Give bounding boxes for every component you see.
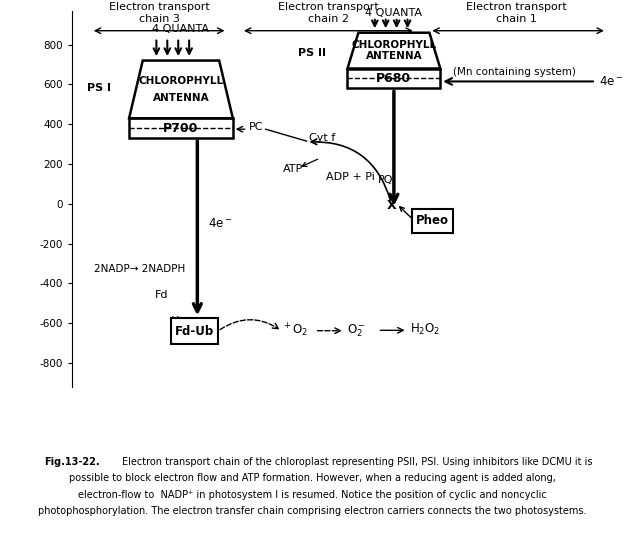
Text: ANTENNA: ANTENNA [366,51,422,61]
Text: 2NADP→ 2NADPH: 2NADP→ 2NADPH [94,265,185,274]
Text: X: X [386,199,396,212]
Text: 4e$^-$: 4e$^-$ [208,217,233,230]
Text: CHLOROPHYLL: CHLOROPHYLL [139,76,223,85]
Text: 4 QUANTA: 4 QUANTA [152,24,210,34]
Text: CHLOROPHYLL: CHLOROPHYLL [351,40,436,50]
Text: Electron transport chain of the chloroplast representing PSII, PSI. Using inhibi: Electron transport chain of the chloropl… [122,457,592,467]
Text: ADP + Pi: ADP + Pi [326,172,374,182]
Polygon shape [348,69,441,88]
Text: ANTENNA: ANTENNA [153,93,209,103]
Text: H$_2$O$_2$: H$_2$O$_2$ [411,322,441,338]
Text: O$_2^-$: O$_2^-$ [348,322,366,339]
Text: PQ: PQ [378,175,393,185]
Text: P680: P680 [376,72,411,85]
Polygon shape [129,118,233,138]
Text: possible to block electron flow and ATP formation. However, when a reducing agen: possible to block electron flow and ATP … [69,473,555,483]
Text: Fd: Fd [155,291,168,300]
Polygon shape [348,32,441,69]
Text: Electron transport
chain 3: Electron transport chain 3 [109,2,210,24]
Text: 4 QUANTA: 4 QUANTA [366,8,422,18]
Text: Electron transport
chain 2: Electron transport chain 2 [278,2,379,24]
Text: PS II: PS II [298,48,326,57]
Text: 4e$^-$: 4e$^-$ [598,75,623,88]
Text: Cyt f: Cyt f [310,133,336,143]
Text: Pheo: Pheo [416,214,449,227]
Polygon shape [412,209,452,233]
Text: P700: P700 [163,122,198,135]
Text: PC: PC [249,122,264,132]
Text: Electron transport
chain 1: Electron transport chain 1 [466,2,567,24]
Text: Y: Y [172,316,179,326]
Text: Fd-Ub: Fd-Ub [175,325,214,338]
Polygon shape [129,61,233,118]
Text: photophosphorylation. The electron transfer chain comprising electron carriers c: photophosphorylation. The electron trans… [37,506,587,516]
Text: PS I: PS I [87,83,111,94]
Polygon shape [172,318,218,344]
Text: $^+$O$_2$: $^+$O$_2$ [282,322,308,339]
Text: electron-flow to  NADP⁺ in photosystem I is resumed. Notice the position of cycl: electron-flow to NADP⁺ in photosystem I … [77,490,547,499]
Text: ATP: ATP [283,164,303,174]
Text: Fig.13-22.: Fig.13-22. [44,457,99,467]
Text: (Mn containing system): (Mn containing system) [452,68,575,77]
